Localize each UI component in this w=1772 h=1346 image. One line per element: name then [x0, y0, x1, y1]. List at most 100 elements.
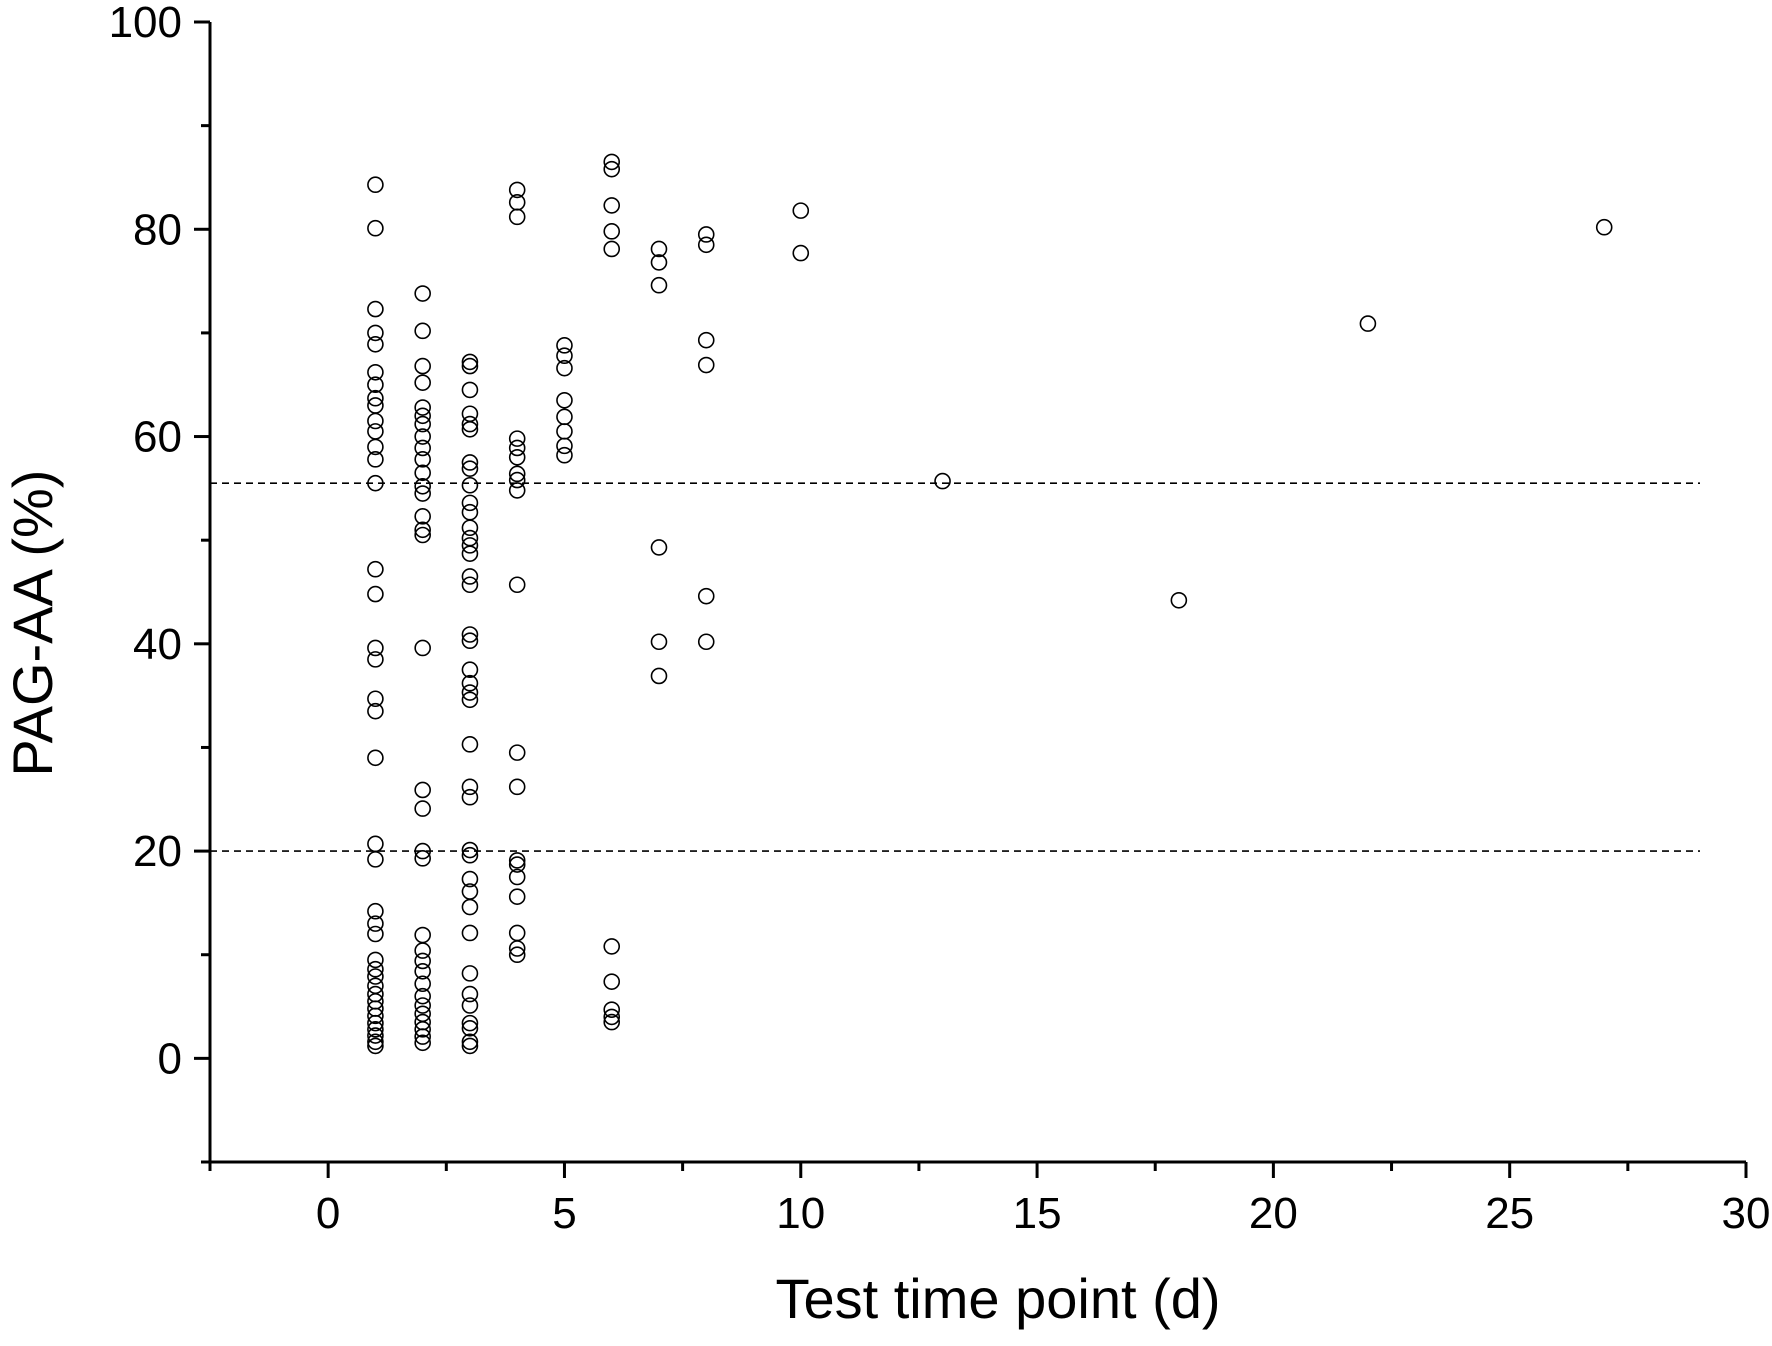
data-point [367, 1007, 384, 1025]
data-point [367, 560, 384, 578]
data-point [697, 236, 715, 254]
data-point [603, 1001, 621, 1018]
data-point [461, 898, 479, 916]
data-point [367, 474, 384, 492]
data-point [461, 841, 479, 859]
data-point [367, 749, 384, 767]
data-point [461, 736, 479, 753]
data-point [461, 965, 479, 982]
data-point [461, 503, 479, 521]
data-point [650, 254, 668, 271]
data-point [461, 997, 479, 1014]
data-point [414, 1034, 431, 1052]
data-point [697, 356, 715, 374]
data-point [461, 674, 479, 692]
tick-labels: 0 5 10 15 20 25 30 0 20 40 60 80 100 [109, 0, 1771, 1238]
data-point [508, 430, 526, 447]
data-point [508, 465, 526, 483]
data-point [367, 585, 384, 603]
data-point [367, 1037, 384, 1055]
data-point [461, 788, 479, 806]
data-point [603, 153, 621, 171]
data-point [367, 951, 384, 969]
data-point [367, 1033, 384, 1051]
data-point [508, 181, 526, 199]
data-point [461, 494, 479, 512]
data-point [414, 485, 431, 502]
data-point [414, 521, 431, 539]
data-point [461, 415, 479, 433]
data-points [367, 153, 1613, 1055]
data-point [414, 963, 431, 980]
data-point [414, 407, 431, 425]
data-point [508, 576, 526, 594]
x-tick-label: 0 [316, 1189, 340, 1238]
data-point [508, 924, 526, 942]
data-point [367, 702, 384, 720]
data-point [508, 946, 526, 964]
x-tick-label: 15 [1013, 1189, 1062, 1238]
data-point [508, 940, 526, 957]
data-point [414, 987, 431, 1005]
data-point [367, 1027, 384, 1044]
data-point [603, 1013, 621, 1031]
data-point [603, 197, 621, 214]
data-point [461, 626, 479, 643]
data-point [650, 276, 668, 294]
data-point [508, 448, 526, 466]
data-point [461, 576, 479, 594]
data-point [367, 915, 384, 932]
data-point [414, 415, 431, 433]
y-tick-label: 100 [109, 0, 182, 47]
data-point [414, 508, 431, 525]
data-point [367, 968, 384, 985]
data-point [461, 460, 479, 477]
data-point [414, 526, 431, 544]
data-point [461, 1037, 479, 1055]
data-point [603, 223, 621, 240]
data-point [508, 868, 526, 886]
data-point [508, 888, 526, 905]
data-point [367, 423, 384, 440]
data-point [556, 408, 573, 426]
data-point [414, 357, 431, 375]
data-point [367, 1021, 384, 1038]
data-point [792, 202, 810, 219]
data-point [650, 240, 668, 258]
data-point [461, 381, 479, 399]
data-point [461, 846, 479, 864]
data-point [1359, 315, 1377, 332]
data-point [603, 1008, 621, 1026]
major-ticks [194, 20, 1748, 1178]
data-point [414, 997, 431, 1014]
data-point [414, 942, 431, 959]
data-point [461, 420, 479, 438]
data-point [461, 519, 479, 537]
data-point [461, 684, 479, 701]
data-point [603, 973, 621, 990]
data-point [367, 902, 384, 920]
data-point [414, 285, 431, 302]
data-point [603, 240, 621, 258]
data-point [603, 938, 621, 955]
y-tick-label: 60 [133, 413, 182, 462]
data-point [650, 539, 668, 556]
data-point [461, 778, 479, 796]
data-point [461, 545, 479, 562]
data-point [556, 391, 573, 409]
x-tick-label: 30 [1722, 1189, 1771, 1238]
data-point [367, 412, 384, 430]
data-point [367, 925, 384, 943]
data-point [461, 985, 479, 1003]
data-point [367, 651, 384, 668]
y-tick-label: 80 [133, 205, 182, 254]
data-point [697, 226, 715, 243]
data-point [508, 482, 526, 499]
data-point [367, 1014, 384, 1032]
data-point [414, 1021, 431, 1038]
data-point [556, 437, 573, 455]
data-point [367, 376, 384, 394]
data-point [367, 389, 384, 407]
reference-lines [210, 482, 1700, 852]
